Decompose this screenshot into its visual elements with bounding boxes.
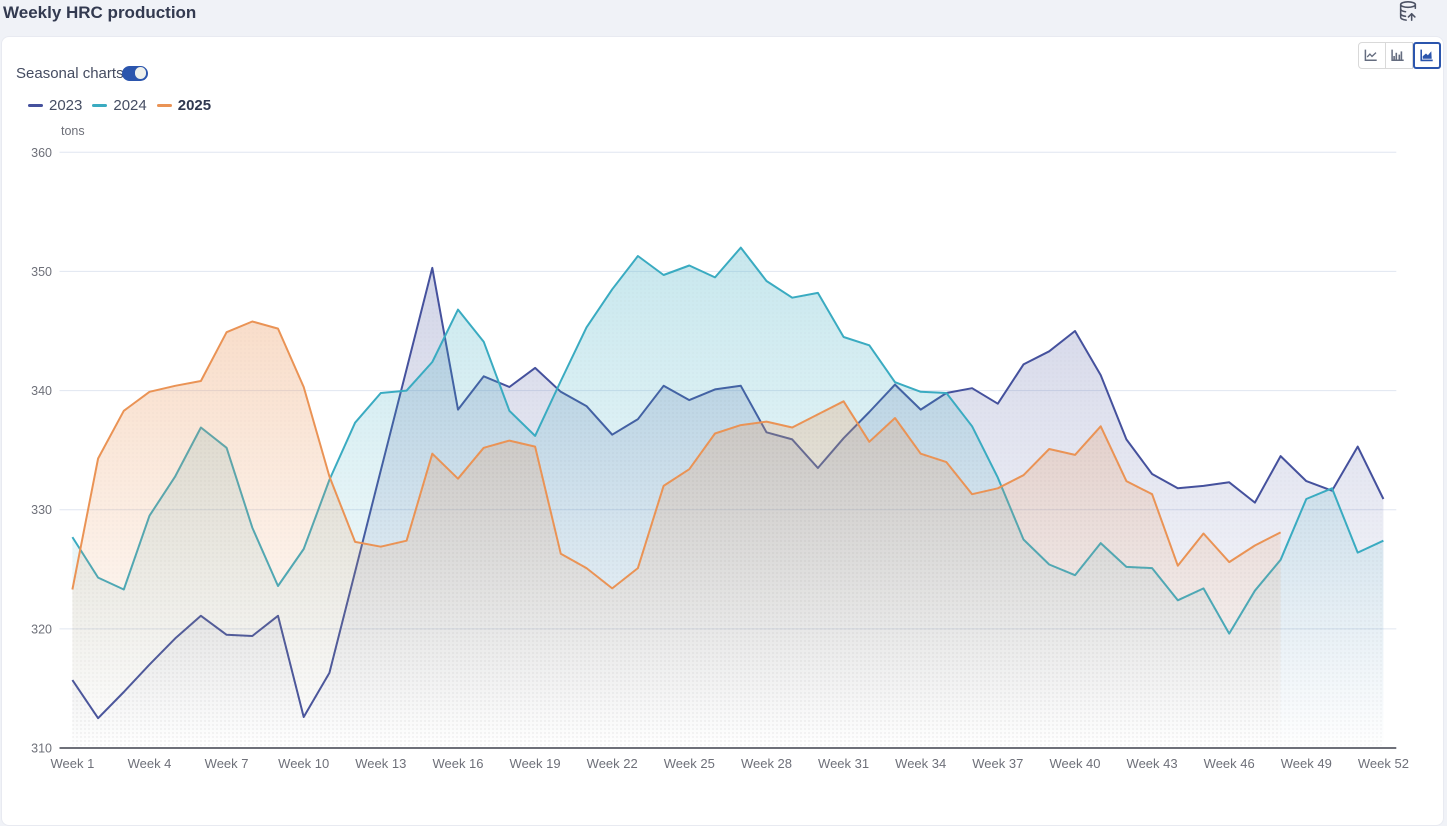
svg-text:Week 22: Week 22 — [587, 756, 638, 771]
svg-text:Week 7: Week 7 — [205, 756, 249, 771]
svg-text:Week 40: Week 40 — [1049, 756, 1100, 771]
svg-text:330: 330 — [31, 503, 52, 517]
svg-text:350: 350 — [31, 265, 52, 279]
svg-text:Week 49: Week 49 — [1281, 756, 1332, 771]
svg-text:Week 19: Week 19 — [510, 756, 561, 771]
svg-text:Week 4: Week 4 — [128, 756, 172, 771]
svg-text:Week 34: Week 34 — [895, 756, 946, 771]
svg-text:360: 360 — [31, 146, 52, 160]
svg-text:Week 10: Week 10 — [278, 756, 329, 771]
svg-text:Week 28: Week 28 — [741, 756, 792, 771]
svg-text:Week 1: Week 1 — [50, 756, 94, 771]
svg-text:340: 340 — [31, 384, 52, 398]
svg-text:310: 310 — [31, 742, 52, 756]
svg-text:Week 31: Week 31 — [818, 756, 869, 771]
svg-text:tons: tons — [61, 124, 85, 138]
svg-text:Week 16: Week 16 — [432, 756, 483, 771]
svg-text:Week 46: Week 46 — [1204, 756, 1255, 771]
svg-text:Week 25: Week 25 — [664, 756, 715, 771]
svg-text:Week 43: Week 43 — [1127, 756, 1178, 771]
svg-text:320: 320 — [31, 622, 52, 636]
svg-text:Week 13: Week 13 — [355, 756, 406, 771]
svg-text:Week 52: Week 52 — [1358, 756, 1409, 771]
svg-text:Week 37: Week 37 — [972, 756, 1023, 771]
